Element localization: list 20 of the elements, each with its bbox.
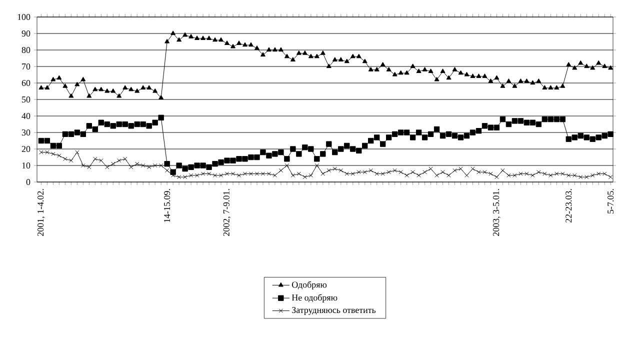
y-tick-label: 0 (26, 178, 30, 186)
y-tick-label: 10 (22, 162, 30, 169)
x-tick-label: 2002, 7-9.01. (223, 189, 231, 236)
y-tick-label: 80 (22, 46, 30, 54)
y-tick-label: 100 (18, 14, 30, 20)
x-tick-label: 22-23.03. (566, 189, 572, 222)
y-tick-label: 60 (22, 80, 30, 86)
x-tick-label: 2003, 3-5.01. (493, 189, 500, 236)
y-tick-label: 90 (22, 30, 30, 37)
x-tick-label: 2001, 1-4.02. (38, 189, 45, 236)
legend-label: Затрудняюсь ответить (292, 307, 376, 315)
y-tick-label: 40 (22, 112, 30, 120)
legend-label: Одобряю (292, 281, 327, 290)
legend-label: Не одобряю (292, 294, 338, 302)
y-tick-label: 20 (22, 146, 30, 152)
x-tick-label: 5-7.05. (608, 189, 614, 214)
y-tick-label: 50 (22, 96, 30, 103)
y-tick-label: 70 (22, 63, 30, 70)
x-tick-label: 14-15.09. (164, 189, 170, 222)
y-tick-label: 30 (22, 129, 30, 136)
